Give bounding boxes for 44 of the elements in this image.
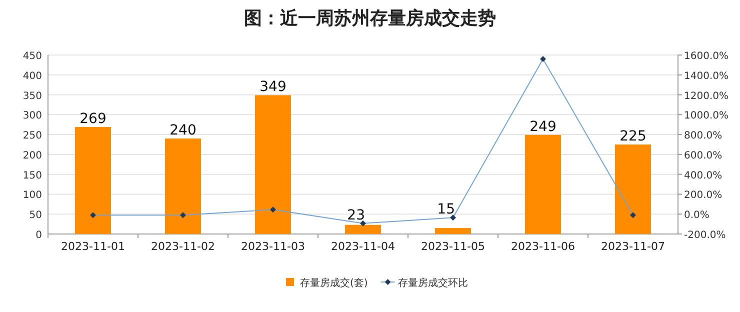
bar <box>615 144 651 234</box>
data-label: 249 <box>530 118 556 135</box>
y-tick-label: 50 <box>29 210 42 222</box>
chart-title: 图：近一周苏州存量房成交走势 <box>244 8 496 29</box>
y2-tick-label: 1600.0% <box>684 51 728 62</box>
x-tick-label: 2023-11-04 <box>331 240 395 253</box>
data-label: 225 <box>620 128 646 144</box>
y2-tick-label: 1200.0% <box>684 90 728 102</box>
x-tick-label: 2023-11-01 <box>61 240 125 253</box>
bar <box>165 138 201 234</box>
legend-label: 存量房成交(套) <box>300 277 368 289</box>
data-label: 23 <box>347 207 365 224</box>
y2-tick-label: 200.0% <box>684 190 722 202</box>
y-tick-label: 200 <box>22 150 42 162</box>
data-label: 15 <box>437 202 455 218</box>
x-tick-label: 2023-11-03 <box>241 240 305 253</box>
x-tick-label: 2023-11-05 <box>421 240 485 253</box>
y-tick-label: 300 <box>22 110 42 122</box>
bar <box>255 95 291 234</box>
bar <box>435 228 471 234</box>
data-label: 349 <box>260 79 286 96</box>
y-tick-label: 0 <box>36 230 42 241</box>
y-tick-label: 250 <box>22 130 42 142</box>
y-tick-label: 400 <box>22 70 42 82</box>
y2-tick-label: 0.0% <box>684 210 710 222</box>
bar <box>525 134 561 234</box>
y2-tick-label: -200.0% <box>684 230 726 241</box>
y2-tick-label: 1000.0% <box>684 110 728 122</box>
y2-tick-label: 400.0% <box>684 170 722 182</box>
y2-tick-label: 1400.0% <box>684 70 728 82</box>
y-tick-label: 350 <box>22 90 42 102</box>
x-tick-label: 2023-11-02 <box>151 240 215 253</box>
y2-tick-label: 600.0% <box>684 150 722 162</box>
legend-label: 存量房成交环比 <box>398 277 468 289</box>
bar <box>75 127 111 234</box>
data-label: 269 <box>80 111 106 127</box>
y-tick-label: 100 <box>22 190 42 202</box>
x-tick-label: 2023-11-06 <box>511 240 575 253</box>
data-label: 240 <box>170 122 196 139</box>
x-tick-label: 2023-11-07 <box>601 240 665 253</box>
bar <box>345 224 381 234</box>
y2-tick-label: 800.0% <box>684 130 722 142</box>
y-tick-label: 150 <box>22 170 42 182</box>
y-tick-label: 450 <box>22 51 42 62</box>
